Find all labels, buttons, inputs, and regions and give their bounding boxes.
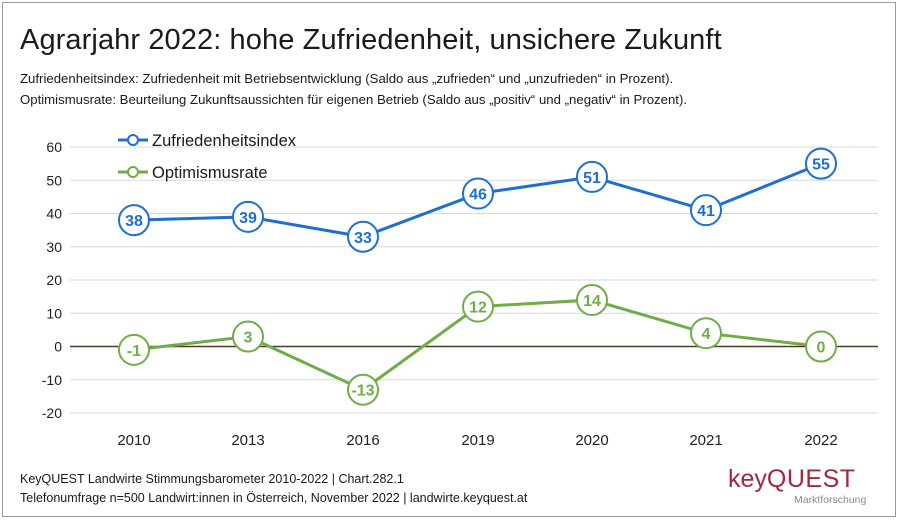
- data-point-marker: [232, 320, 264, 353]
- x-tick-label: 2021: [689, 432, 722, 449]
- data-label: 3: [244, 330, 253, 347]
- legend-marker: [127, 166, 139, 178]
- legend-label: Optimismusrate: [152, 164, 268, 182]
- data-label: 46: [469, 187, 487, 204]
- data-point-marker: [118, 204, 150, 237]
- x-tick-label: 2013: [231, 432, 264, 449]
- logo-tagline: Marktforschung: [794, 494, 867, 506]
- logo-quest-text: QUEST: [766, 465, 856, 493]
- y-tick-label: 0: [54, 339, 62, 355]
- data-point-marker: [347, 220, 379, 253]
- data-label: 0: [817, 340, 826, 357]
- y-tick-label: 20: [46, 272, 62, 288]
- subtitle-optimismusrate: Optimismusrate: Beurteilung Zukunftsauss…: [20, 92, 688, 107]
- logo-key-text: key: [728, 465, 767, 493]
- data-point-marker: [576, 160, 608, 193]
- chart-title: Agrarjahr 2022: hohe Zufriedenheit, unsi…: [20, 24, 722, 56]
- data-label: 33: [354, 230, 372, 247]
- x-tick-label: 2020: [575, 432, 608, 449]
- data-label: 41: [697, 203, 715, 220]
- data-point-marker: [232, 200, 264, 233]
- data-label: -13: [351, 383, 374, 400]
- x-tick-label: 2022: [804, 432, 837, 449]
- data-point-marker: [118, 333, 150, 366]
- data-label: 55: [812, 157, 830, 174]
- data-point-marker: [576, 283, 608, 316]
- legend-marker: [127, 134, 139, 146]
- data-point-marker: [462, 290, 494, 323]
- data-label: 38: [125, 213, 143, 230]
- data-point-marker: [805, 147, 837, 180]
- data-point-marker: [805, 330, 837, 363]
- data-label: 12: [469, 300, 487, 317]
- y-tick-label: 50: [46, 172, 62, 188]
- data-label: 51: [583, 170, 601, 187]
- data-point-marker: [462, 177, 494, 210]
- x-tick-label: 2019: [461, 432, 494, 449]
- y-tick-label: 40: [46, 206, 62, 222]
- y-tick-label: -20: [42, 405, 62, 421]
- data-label: 4: [702, 326, 711, 343]
- data-point-marker: [690, 194, 722, 227]
- data-label: -1: [127, 343, 141, 360]
- subtitle-zufriedenheitsindex: Zufriedenheitsindex: Zufriedenheit mit B…: [20, 71, 674, 86]
- keyquest-logo: keyQUEST Marktforschung: [728, 466, 878, 506]
- data-label: 14: [583, 293, 601, 310]
- data-point-marker: [690, 317, 722, 350]
- legend-label: Zufriedenheitsindex: [152, 132, 297, 150]
- y-tick-label: 10: [46, 305, 62, 321]
- x-tick-label: 2016: [346, 432, 379, 449]
- y-tick-label: 30: [46, 239, 62, 255]
- y-tick-label: -10: [42, 372, 62, 388]
- footer-source: KeyQUEST Landwirte Stimmungsbarometer 20…: [20, 472, 404, 486]
- x-tick-label: 2010: [117, 432, 150, 449]
- y-tick-label: 60: [46, 139, 62, 155]
- footer-method: Telefonumfrage n=500 Landwirt:innen in Ö…: [20, 491, 528, 505]
- data-point-marker: [347, 373, 379, 406]
- data-label: 39: [239, 210, 257, 227]
